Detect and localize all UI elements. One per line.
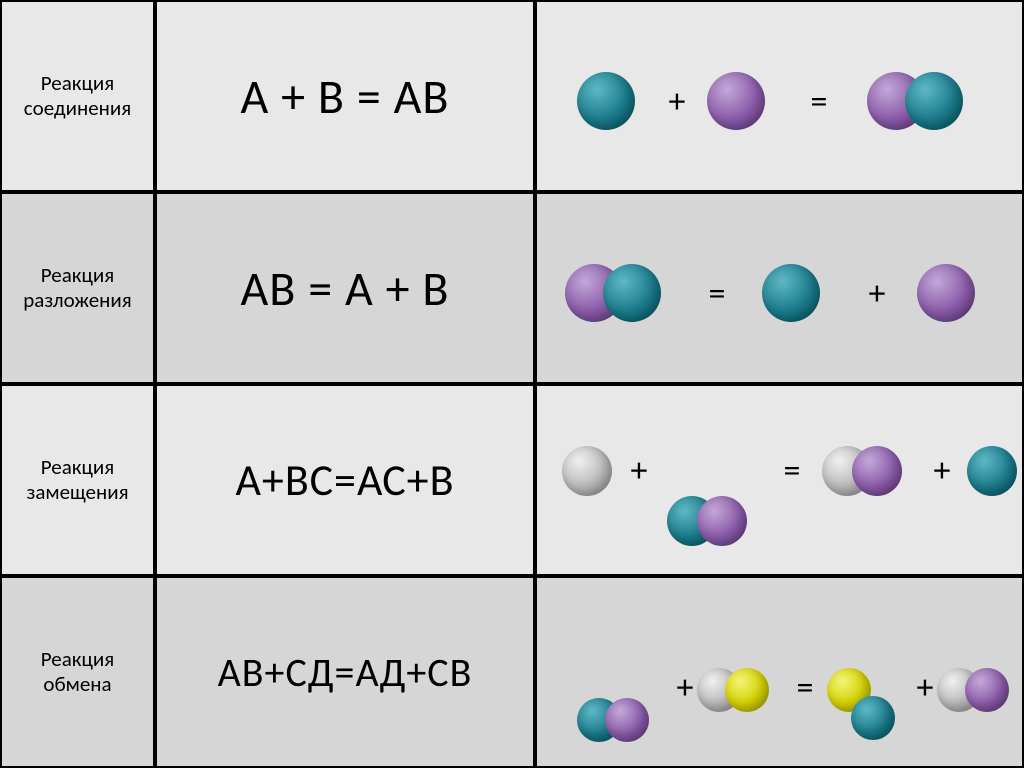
label-substitution: Реакция замещения (0, 384, 155, 576)
formula-text: А + В = АВ (241, 67, 450, 126)
formula-decomposition: АВ = А + В (155, 192, 535, 384)
diagram-canvas: =+ (547, 204, 1012, 372)
diagram-canvas: += (547, 12, 1012, 180)
equals-icon: = (784, 451, 801, 492)
equals-icon: = (797, 668, 814, 709)
diagram-canvas: + = + (547, 588, 1012, 756)
diagram-combination: += (535, 0, 1024, 192)
formula-text: АВ = А + В (241, 259, 450, 318)
formula-substitution: А+ВС=АС+В (155, 384, 535, 576)
reaction-table: Реакция соединения А + В = АВ += Реакция… (0, 0, 1024, 768)
purple-sphere-icon (697, 496, 747, 546)
purple-sphere-icon (707, 72, 765, 130)
label-combination: Реакция соединения (0, 0, 155, 192)
purple-sphere-icon (917, 264, 975, 322)
diagram-exchange: + = + (535, 576, 1024, 768)
label-text: Реакция замещения (6, 455, 149, 505)
label-decomposition: Реакция разложения (0, 192, 155, 384)
yellow-sphere-icon (725, 668, 769, 712)
plus-icon: + (677, 668, 694, 709)
plus-icon: + (934, 451, 951, 492)
equals-icon: = (709, 274, 726, 315)
purple-sphere-icon (605, 698, 649, 742)
grey-sphere-icon (562, 446, 612, 496)
teal-sphere-icon (905, 72, 963, 130)
formula-exchange: АВ+СД=АД+СВ (155, 576, 535, 768)
diagram-decomposition: =+ (535, 192, 1024, 384)
teal-sphere-icon (851, 696, 895, 740)
diagram-canvas: + = + (547, 396, 1012, 564)
teal-sphere-icon (603, 264, 661, 322)
formula-text: А+ВС=АС+В (235, 453, 454, 507)
formula-text: АВ+СД=АД+СВ (218, 648, 473, 697)
equals-icon: = (811, 82, 828, 123)
label-text: Реакция соединения (6, 71, 149, 121)
plus-icon: + (669, 82, 686, 123)
plus-icon: + (869, 274, 886, 315)
label-exchange: Реакция обмена (0, 576, 155, 768)
formula-combination: А + В = АВ (155, 0, 535, 192)
label-text: Реакция разложения (6, 263, 149, 313)
purple-sphere-icon (965, 668, 1009, 712)
diagram-substitution: + = + (535, 384, 1024, 576)
label-text: Реакция обмена (6, 647, 149, 697)
plus-icon: + (631, 451, 648, 492)
plus-icon: + (917, 668, 934, 709)
teal-sphere-icon (967, 446, 1017, 496)
teal-sphere-icon (577, 72, 635, 130)
teal-sphere-icon (762, 264, 820, 322)
purple-sphere-icon (852, 446, 902, 496)
